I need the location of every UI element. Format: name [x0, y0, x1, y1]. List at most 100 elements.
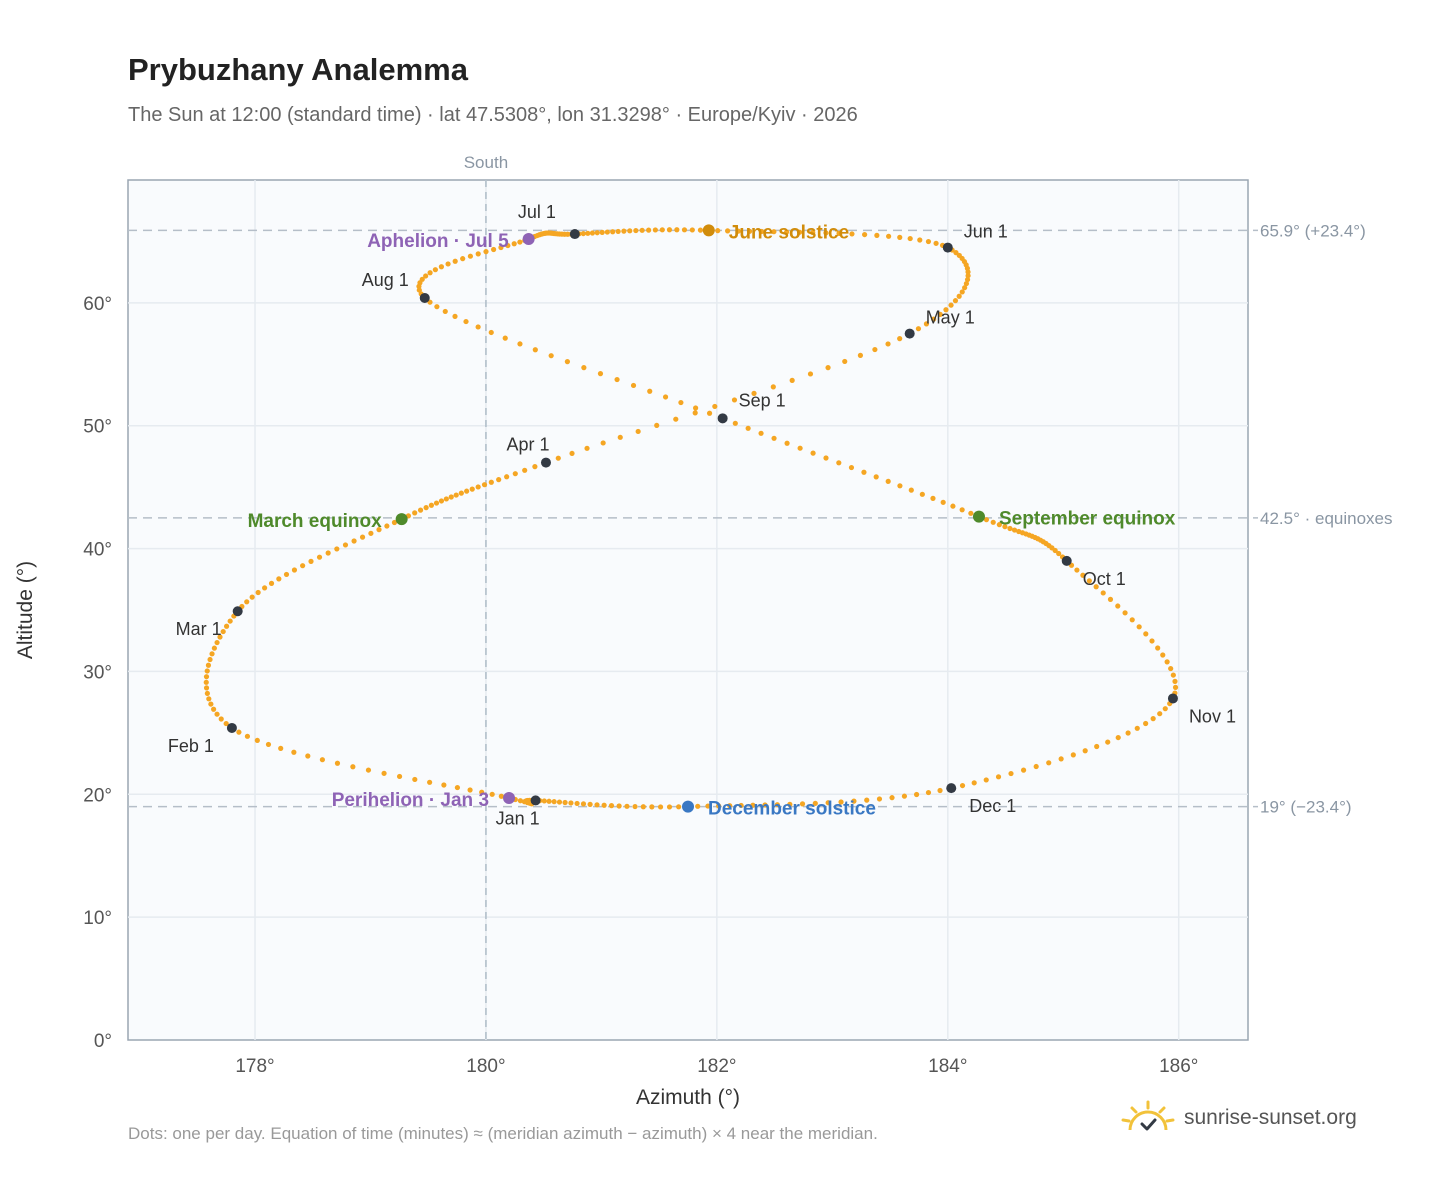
month-label: Mar 1	[176, 619, 222, 639]
daily-dot	[433, 500, 440, 506]
daily-dot	[475, 484, 481, 490]
daily-dot	[207, 656, 213, 663]
daily-dot	[715, 228, 721, 234]
daily-dot	[1107, 596, 1114, 602]
daily-dot	[391, 519, 398, 526]
daily-dot	[564, 359, 571, 365]
daily-dot	[208, 701, 214, 707]
daily-dot	[959, 289, 965, 295]
daily-dot	[517, 341, 523, 347]
daily-dot	[727, 803, 733, 809]
daily-dot	[1082, 748, 1088, 754]
daily-dot	[838, 799, 844, 805]
x-tick-label: 184°	[928, 1056, 967, 1077]
daily-dot	[676, 804, 682, 810]
daily-dot	[1164, 659, 1170, 665]
daily-dot	[913, 791, 920, 798]
daily-dot	[244, 599, 250, 605]
month-marker	[226, 722, 237, 733]
daily-dot	[885, 341, 891, 347]
daily-dot	[1143, 720, 1149, 727]
brand[interactable]: sunrise-sunset.org	[1120, 1100, 1357, 1136]
daily-dot	[211, 706, 217, 712]
daily-dot	[512, 471, 518, 477]
daily-dot	[630, 382, 637, 389]
daily-dot	[874, 232, 880, 238]
daily-dot	[695, 803, 701, 809]
daily-dot	[908, 487, 914, 493]
daily-dot	[412, 776, 418, 783]
daily-dot	[1086, 578, 1092, 584]
daily-dot	[738, 802, 744, 809]
daily-dot	[458, 490, 464, 496]
daily-dot	[627, 228, 633, 234]
daily-dot	[823, 230, 829, 236]
footnote: Dots: one per day. Equation of time (min…	[128, 1124, 878, 1143]
daily-dot	[412, 510, 418, 516]
daily-dot	[214, 639, 220, 646]
month-label: Jan 1	[496, 808, 540, 828]
daily-dot	[836, 460, 842, 466]
event-marker	[682, 800, 694, 813]
daily-dot	[1100, 590, 1106, 596]
daily-dot	[438, 264, 445, 270]
daily-dot	[897, 483, 903, 489]
daily-dot	[857, 352, 864, 358]
daily-dot	[807, 371, 814, 377]
daily-dot	[614, 376, 620, 383]
daily-dot	[551, 799, 557, 805]
daily-dot	[432, 267, 438, 273]
daily-dot	[962, 285, 968, 291]
daily-dot	[568, 800, 574, 806]
daily-dot	[952, 298, 959, 304]
daily-dot	[925, 789, 932, 796]
daily-dot	[464, 488, 470, 494]
daily-dot	[448, 494, 454, 500]
daily-dot	[610, 229, 616, 235]
daily-dot	[417, 507, 424, 513]
daily-dot	[940, 499, 946, 505]
daily-dot	[1046, 760, 1052, 766]
daily-dot	[1157, 711, 1163, 717]
daily-dot	[771, 435, 777, 441]
daily-dot	[427, 270, 433, 276]
daily-dot	[1168, 665, 1174, 672]
daily-dot	[652, 227, 658, 233]
daily-dot	[810, 229, 816, 236]
daily-dot	[1143, 631, 1149, 637]
daily-dot	[731, 397, 738, 403]
daily-dot	[1080, 572, 1086, 578]
daily-dot	[209, 651, 215, 657]
month-marker	[904, 328, 915, 339]
daily-dot	[428, 502, 435, 508]
daily-dot	[1172, 684, 1179, 690]
daily-dot	[452, 258, 458, 264]
event-label: December solstice	[708, 799, 876, 820]
daily-dot	[249, 594, 255, 600]
daily-dot	[556, 799, 563, 805]
daily-dot	[885, 478, 891, 484]
daily-dot	[705, 803, 711, 809]
daily-dot	[646, 227, 652, 233]
daily-dot	[522, 467, 528, 473]
daily-dot	[463, 318, 469, 325]
daily-dot	[384, 523, 390, 529]
daily-dot	[983, 517, 990, 523]
daily-dot	[674, 227, 680, 233]
grid-lines	[128, 180, 1248, 1040]
daily-dot	[925, 238, 932, 245]
daily-dot	[983, 777, 989, 783]
daily-dot	[220, 628, 226, 635]
daily-dot	[276, 576, 282, 582]
daily-dot	[692, 410, 698, 416]
x-tick-label: 186°	[1159, 1056, 1198, 1077]
daily-dot	[205, 662, 212, 668]
daily-dot	[562, 799, 568, 806]
daily-dot	[746, 228, 753, 234]
daily-dot	[505, 242, 511, 249]
daily-dot	[319, 757, 325, 763]
daily-dot	[1150, 716, 1156, 722]
daily-dot	[283, 571, 290, 578]
daily-dot	[968, 510, 974, 516]
